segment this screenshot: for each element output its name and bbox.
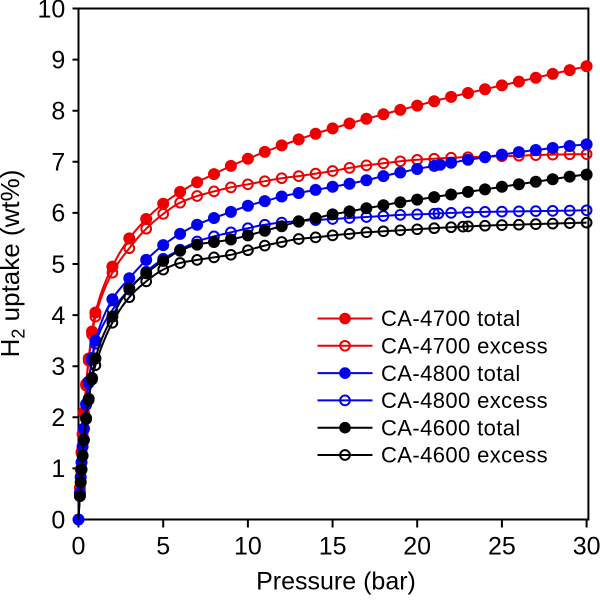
svg-text:CA-4600 excess: CA-4600 excess [381, 443, 548, 468]
svg-text:CA-4700 excess: CA-4700 excess [381, 334, 548, 359]
svg-text:7: 7 [51, 149, 65, 177]
svg-text:CA-4800 excess: CA-4800 excess [381, 388, 548, 413]
svg-text:1: 1 [51, 455, 65, 483]
svg-text:CA-4600 total: CA-4600 total [381, 415, 521, 440]
svg-text:Pressure (bar): Pressure (bar) [256, 568, 416, 596]
svg-text:10: 10 [234, 533, 262, 561]
svg-text:0: 0 [51, 506, 65, 534]
svg-text:15: 15 [319, 533, 347, 561]
svg-text:2: 2 [51, 404, 65, 432]
svg-text:6: 6 [51, 200, 65, 228]
svg-text:4: 4 [51, 302, 65, 330]
svg-text:0: 0 [72, 533, 86, 561]
svg-text:H2 uptake (wt%): H2 uptake (wt%) [0, 170, 29, 358]
svg-text:20: 20 [403, 533, 431, 561]
svg-text:5: 5 [51, 251, 65, 279]
svg-text:8: 8 [51, 98, 65, 126]
svg-text:9: 9 [51, 46, 65, 74]
svg-text:10: 10 [37, 0, 65, 23]
svg-text:5: 5 [156, 533, 170, 561]
svg-text:CA-4700 total: CA-4700 total [381, 306, 521, 331]
svg-text:3: 3 [51, 353, 65, 381]
svg-text:CA-4800 total: CA-4800 total [381, 361, 521, 386]
svg-text:30: 30 [573, 533, 600, 561]
svg-text:25: 25 [488, 533, 516, 561]
